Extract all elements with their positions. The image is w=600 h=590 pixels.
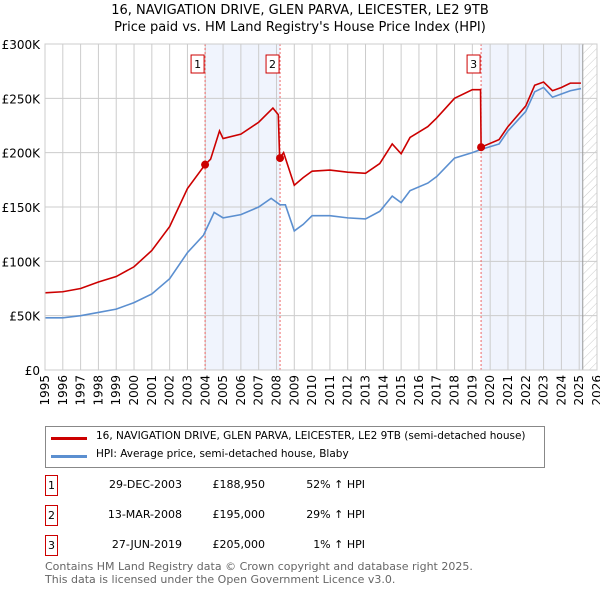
- x-tick-label: 2020: [483, 375, 497, 406]
- sale-marker-3: [477, 143, 486, 152]
- x-tick-label: 2001: [145, 375, 159, 406]
- sale-date: 13-MAR-2008: [107, 508, 182, 521]
- sale-hpi-diff: 52% ↑ HPI: [306, 478, 365, 491]
- x-tick-label: 1995: [38, 375, 52, 406]
- x-tick-label: 2022: [519, 375, 533, 406]
- x-tick-label: 1996: [56, 375, 70, 406]
- x-tick-label: 2004: [198, 375, 212, 406]
- sale-label-3: 3: [470, 58, 477, 71]
- x-tick-label: 2024: [554, 375, 568, 406]
- x-tick-label: 2016: [412, 375, 426, 406]
- legend: 16, NAVIGATION DRIVE, GLEN PARVA, LEICES…: [45, 426, 545, 468]
- y-tick-label: £250K: [2, 92, 42, 106]
- y-tick-label: £200K: [2, 147, 42, 161]
- sale-date: 29-DEC-2003: [108, 478, 182, 491]
- y-tick-label: £100K: [2, 255, 42, 269]
- x-tick-label: 2005: [216, 375, 230, 406]
- sale-label-box-2: [265, 54, 280, 74]
- x-tick-label: 2012: [341, 375, 355, 406]
- series-line-property: [44, 81, 581, 294]
- sale-marker-2: [276, 154, 285, 163]
- legend-blue-line: [51, 455, 87, 458]
- x-tick-label: 2021: [501, 375, 515, 406]
- x-tick-label: 2006: [234, 375, 248, 406]
- chart-title: 16, NAVIGATION DRIVE, GLEN PARVA, LEICES…: [111, 3, 489, 18]
- series-line-hpi: [45, 86, 582, 319]
- x-tick-label: 2003: [180, 375, 194, 406]
- x-tick-label: 2008: [269, 375, 283, 406]
- sale-price: £188,950: [212, 478, 266, 491]
- sale-hpi-diff: 29% ↑ HPI: [306, 508, 365, 521]
- plot-border: [44, 43, 598, 371]
- x-tick-label: 2013: [359, 375, 373, 406]
- footer: Contains HM Land Registry data © Crown c…: [45, 560, 473, 586]
- footer-line-1: Contains HM Land Registry data © Crown c…: [45, 560, 473, 573]
- x-tick-label: 2007: [252, 375, 266, 406]
- x-tick-label: 2011: [323, 375, 337, 406]
- sale-label-2: 2: [269, 58, 276, 71]
- x-tick-label: 2009: [287, 375, 301, 406]
- x-tick-label: 2023: [537, 375, 551, 406]
- chart-subtitle: Price paid vs. HM Land Registry's House …: [114, 20, 486, 35]
- sale-marker-1: [201, 160, 210, 169]
- sale-label-1: 1: [194, 58, 201, 71]
- y-tick-label: £50K: [9, 310, 41, 324]
- x-tick-label: 2026: [590, 375, 600, 406]
- x-tick-label: 2018: [448, 375, 462, 406]
- sale-hpi-diff: 1% ↑ HPI: [313, 538, 365, 551]
- y-tick-label: £0: [25, 364, 40, 378]
- sale-price: £205,000: [212, 538, 266, 551]
- footer-line-2: This data is licensed under the Open Gov…: [45, 573, 396, 586]
- sale-number: 2: [45, 505, 58, 526]
- x-tick-label: 1999: [109, 375, 123, 406]
- x-tick-label: 2017: [430, 375, 444, 406]
- x-tick-label: 2010: [305, 375, 319, 406]
- sale-price: £195,000: [212, 508, 266, 521]
- sale-label-box-3: [466, 54, 481, 74]
- x-tick-label: 1997: [74, 375, 88, 406]
- x-tick-label: 1998: [91, 375, 105, 406]
- y-tick-label: £300K: [2, 38, 42, 52]
- sale-label-box-1: [190, 54, 205, 74]
- x-tick-label: 2015: [394, 375, 408, 406]
- x-tick-label: 2002: [163, 375, 177, 406]
- x-tick-label: 2019: [465, 375, 479, 406]
- legend-red-line: [51, 437, 87, 440]
- plot-area: 1995 1996 1997 1998 1999 2000 2001 2002 2003 2004…: [2, 38, 600, 406]
- x-tick-label: 2025: [572, 375, 586, 406]
- legend-label-hpi: HPI: Average price, semi-detached house,…: [96, 448, 349, 460]
- legend-label-property: 16, NAVIGATION DRIVE, GLEN PARVA, LEICES…: [96, 430, 526, 442]
- x-tick-label: 2000: [127, 375, 141, 406]
- x-tick-label: 2014: [376, 375, 390, 406]
- sale-date: 27-JUN-2019: [111, 538, 182, 551]
- sale-number: 3: [45, 535, 58, 556]
- y-tick-label: £150K: [2, 201, 42, 215]
- sale-number: 1: [45, 475, 58, 496]
